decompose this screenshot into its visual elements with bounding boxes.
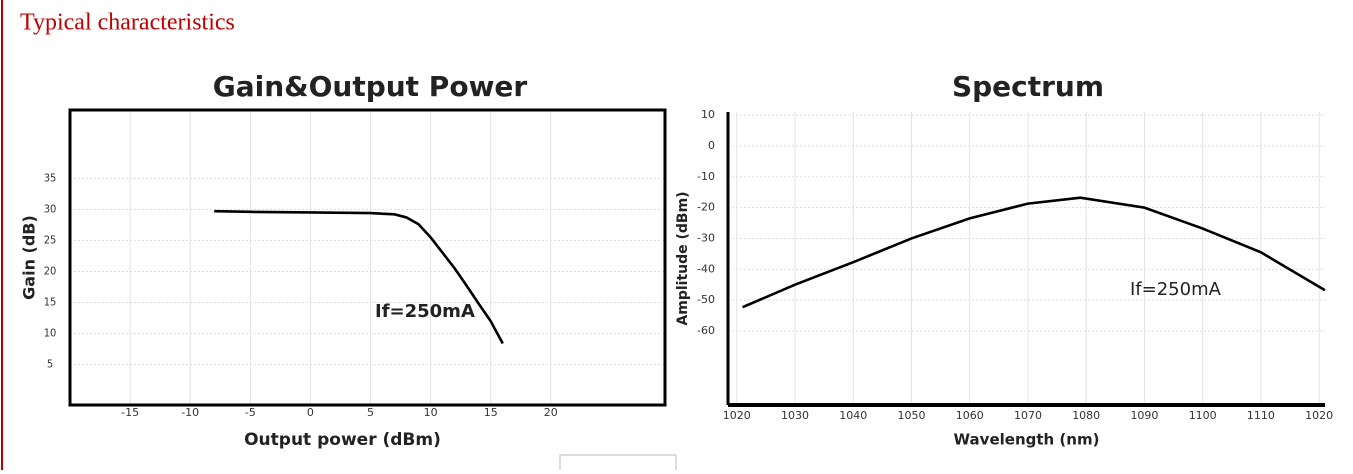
x-tick-label: 1060 [956, 409, 984, 422]
y-tick-label: 10 [701, 108, 715, 121]
y-tick-label: 30 [44, 202, 57, 215]
x-tick-label: -5 [245, 406, 256, 419]
widget-box [559, 454, 677, 474]
y-tick-label: 10 [44, 327, 57, 340]
y-tick-label: 20 [44, 264, 57, 277]
x-tick-label: -15 [121, 406, 139, 419]
y-tick-label: -10 [697, 170, 715, 183]
y-axis-label: Amplitude (dBm) [675, 191, 691, 325]
x-tick-label: 20 [544, 406, 558, 419]
y-tick-label: 0 [708, 139, 715, 152]
chart-title: Gain&Output Power [213, 70, 528, 103]
x-tick-label: 1030 [781, 409, 809, 422]
chart-title: Spectrum [952, 70, 1104, 103]
y-tick-label: 5 [47, 358, 53, 371]
x-tick-label: 1040 [839, 409, 867, 422]
y-tick-label: 35 [44, 171, 57, 184]
y-tick-label: -50 [697, 293, 715, 306]
y-tick-label: -60 [697, 324, 715, 337]
x-tick-label: 1080 [1072, 409, 1100, 422]
x-tick-label: 1090 [1130, 409, 1158, 422]
x-axis-label: Output power (dBm) [244, 430, 441, 450]
y-tick-label: -20 [697, 201, 715, 214]
x-tick-label: 1100 [1189, 409, 1217, 422]
plot-frame [68, 108, 667, 407]
data-line [214, 209, 504, 345]
data-line [742, 196, 1326, 309]
y-tick-label: 25 [44, 233, 57, 246]
y-tick-label: -40 [697, 262, 715, 275]
y-tick-label: -30 [697, 231, 715, 244]
x-tick-label: 1070 [1014, 409, 1042, 422]
x-tick-label: 15 [484, 406, 498, 419]
page-title: Typical characteristics [20, 10, 235, 36]
x-tick-label: 10 [424, 406, 438, 419]
x-axis-label: Wavelength (nm) [954, 431, 1100, 449]
x-tick-label: 5 [367, 406, 374, 419]
annotation: If=250mA [375, 301, 475, 322]
x-tick-label: 1110 [1247, 409, 1275, 422]
x-tick-label: 1020 [723, 409, 751, 422]
y-tick-label: 15 [44, 296, 57, 309]
y-axis-label: Gain (dB) [20, 215, 39, 300]
x-tick-label: -10 [181, 406, 199, 419]
annotation: If=250mA [1130, 279, 1222, 300]
x-tick-label: 0 [307, 406, 314, 419]
x-tick-label: 1020 [1305, 409, 1333, 422]
x-tick-label: 1050 [897, 409, 925, 422]
